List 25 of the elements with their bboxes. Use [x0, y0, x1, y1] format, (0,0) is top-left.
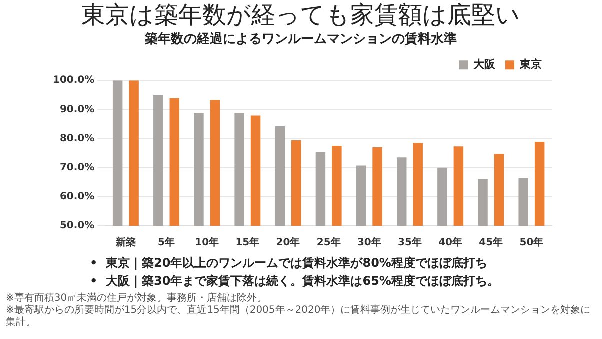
y-tick-label: 100.0% — [52, 75, 95, 86]
y-tick-label: 60.0% — [60, 192, 95, 203]
chart-subtitle: 東京は築年数が経っても家賃額は底堅い — [80, 0, 522, 30]
y-tick-label: 80.0% — [60, 133, 95, 144]
text: ※最寄駅からの所要時間が15分以内で、直近15年間（2005年～2020年）に賃料事例が生じていたワンルームマンションを対象に集計。 — [6, 305, 592, 329]
text: • 大阪｜築30年まで家賃下落は続く。賃料水準は65%程度でほぼ底打ち。 — [90, 273, 500, 290]
x-tick-label: 45年 — [479, 236, 504, 249]
x-tick-label: 50年 — [520, 236, 544, 249]
y-tick-label: 50.0% — [60, 220, 95, 232]
legend-label: 大阪 — [474, 58, 496, 71]
x-tick-label: 10年 — [195, 236, 220, 249]
x-tick-label: 5年 — [158, 236, 175, 249]
text: ※専有面積30㎡未満の住戸が対象。事務所・店舗は除外。 — [6, 293, 268, 304]
x-tick-label: 40年 — [438, 236, 463, 249]
x-tick-label: 35年 — [398, 236, 422, 249]
y-tick-label: 90.0% — [60, 104, 95, 116]
x-tick-label: 15年 — [236, 236, 260, 249]
y-tick-label: 70.0% — [60, 162, 95, 174]
text: • 東京｜築20年以上のワンルームでは賃料水準が80%程度でほぼ底打ち — [90, 255, 488, 272]
x-tick-label: 20年 — [276, 236, 300, 249]
x-tick-label: 30年 — [357, 236, 382, 249]
x-tick-label: 25年 — [316, 236, 341, 249]
x-tick-label: 新築 — [114, 236, 136, 249]
legend-label: 東京 — [519, 58, 542, 71]
chart-title: 築年数の経過によるワンルームマンションの賃料水準 — [144, 32, 457, 48]
